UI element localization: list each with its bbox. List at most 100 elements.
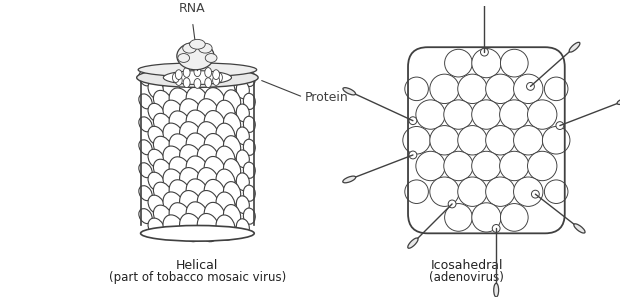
Ellipse shape (244, 208, 255, 224)
Ellipse shape (197, 99, 219, 127)
Ellipse shape (513, 126, 543, 155)
Ellipse shape (148, 126, 165, 145)
Ellipse shape (197, 145, 219, 173)
Ellipse shape (213, 70, 220, 80)
Ellipse shape (139, 208, 152, 224)
Ellipse shape (409, 151, 417, 159)
Ellipse shape (472, 48, 501, 78)
Ellipse shape (526, 83, 535, 90)
Ellipse shape (430, 74, 459, 104)
Ellipse shape (169, 88, 191, 115)
Ellipse shape (186, 156, 208, 184)
Ellipse shape (486, 74, 515, 104)
Ellipse shape (528, 151, 557, 181)
Ellipse shape (223, 159, 241, 182)
Ellipse shape (448, 200, 456, 208)
Ellipse shape (153, 90, 172, 112)
Ellipse shape (169, 134, 191, 161)
Ellipse shape (163, 192, 184, 217)
Ellipse shape (343, 88, 356, 95)
Ellipse shape (169, 65, 191, 92)
Ellipse shape (471, 151, 501, 181)
Ellipse shape (458, 126, 487, 155)
Ellipse shape (186, 87, 208, 116)
Ellipse shape (180, 214, 202, 242)
Ellipse shape (204, 88, 225, 115)
Ellipse shape (138, 63, 257, 77)
Ellipse shape (153, 136, 172, 158)
Ellipse shape (148, 149, 165, 168)
Ellipse shape (528, 100, 557, 129)
Ellipse shape (500, 100, 529, 129)
Ellipse shape (204, 179, 225, 207)
Ellipse shape (213, 76, 220, 86)
Ellipse shape (194, 79, 201, 88)
Ellipse shape (486, 177, 515, 206)
Ellipse shape (163, 123, 184, 148)
Ellipse shape (513, 177, 543, 206)
Ellipse shape (444, 203, 472, 231)
Ellipse shape (236, 127, 249, 145)
Ellipse shape (556, 122, 564, 129)
Ellipse shape (139, 117, 152, 132)
Ellipse shape (236, 196, 249, 214)
Ellipse shape (236, 219, 249, 236)
Ellipse shape (409, 117, 417, 125)
Ellipse shape (216, 146, 235, 171)
Ellipse shape (215, 73, 222, 83)
Ellipse shape (148, 195, 165, 214)
Ellipse shape (223, 113, 241, 136)
Ellipse shape (204, 157, 225, 184)
Ellipse shape (492, 225, 500, 232)
Ellipse shape (216, 77, 235, 102)
Ellipse shape (148, 172, 165, 191)
Ellipse shape (153, 113, 172, 135)
Ellipse shape (197, 122, 219, 150)
Ellipse shape (190, 40, 205, 49)
Ellipse shape (236, 150, 249, 168)
Ellipse shape (236, 173, 249, 190)
Ellipse shape (180, 99, 202, 127)
Ellipse shape (205, 78, 212, 88)
Ellipse shape (403, 127, 430, 154)
Ellipse shape (216, 123, 235, 148)
Ellipse shape (244, 116, 255, 132)
Ellipse shape (172, 73, 179, 83)
Ellipse shape (148, 80, 165, 99)
Ellipse shape (204, 110, 225, 138)
Ellipse shape (163, 215, 184, 240)
Ellipse shape (205, 68, 212, 78)
Ellipse shape (223, 205, 241, 228)
Ellipse shape (175, 70, 182, 80)
Ellipse shape (244, 70, 255, 86)
Ellipse shape (139, 71, 152, 86)
Ellipse shape (204, 202, 225, 230)
Ellipse shape (617, 98, 626, 105)
Ellipse shape (136, 68, 258, 87)
Ellipse shape (216, 215, 235, 240)
Ellipse shape (471, 100, 501, 129)
Ellipse shape (148, 103, 165, 122)
Ellipse shape (148, 218, 165, 237)
Ellipse shape (180, 190, 202, 219)
Ellipse shape (500, 151, 529, 181)
Ellipse shape (178, 53, 190, 62)
Ellipse shape (197, 168, 219, 196)
Ellipse shape (139, 140, 152, 155)
Ellipse shape (183, 43, 197, 53)
Ellipse shape (444, 151, 473, 181)
Ellipse shape (163, 77, 184, 102)
Ellipse shape (244, 93, 255, 109)
Ellipse shape (236, 81, 249, 99)
Ellipse shape (169, 157, 191, 184)
Ellipse shape (186, 202, 208, 230)
Ellipse shape (186, 64, 208, 93)
Ellipse shape (223, 90, 241, 113)
Ellipse shape (216, 169, 235, 194)
Ellipse shape (197, 76, 219, 104)
Ellipse shape (416, 151, 445, 181)
Ellipse shape (405, 77, 428, 101)
Ellipse shape (500, 203, 528, 231)
Ellipse shape (180, 76, 202, 104)
Text: (adenovirus): (adenovirus) (429, 271, 504, 284)
